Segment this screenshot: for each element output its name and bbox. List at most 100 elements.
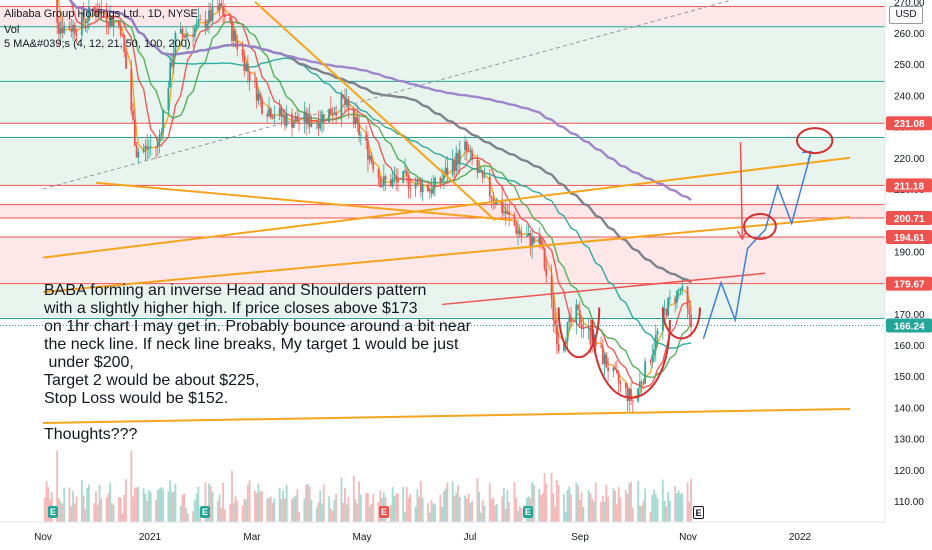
- volume-bar: [481, 500, 484, 522]
- volume-bar: [471, 500, 474, 522]
- volume-bar: [631, 507, 634, 522]
- candle-body: [377, 169, 380, 178]
- volume-bar: [98, 484, 101, 522]
- volume-bar: [107, 493, 110, 522]
- candle-body: [550, 275, 553, 299]
- candle-body: [96, 13, 99, 15]
- volume-bar: [345, 504, 348, 522]
- candle-body: [68, 25, 71, 30]
- volume-bar: [545, 483, 548, 522]
- candle-body: [527, 233, 530, 236]
- earnings-marker[interactable]: E: [523, 506, 533, 518]
- volume-bar: [171, 491, 173, 522]
- candle-body: [209, 10, 212, 21]
- candle-body: [206, 23, 209, 28]
- volume-bar: [245, 499, 247, 522]
- symbol-title: Alibaba Group Holdings Ltd., 1D, NYSE: [4, 8, 198, 20]
- candle-body: [229, 17, 232, 22]
- moving-averages: [57, 0, 692, 399]
- candle-body: [467, 150, 470, 152]
- candle-body: [644, 361, 647, 384]
- volume-bar: [614, 490, 617, 522]
- volume-bar: [259, 491, 262, 522]
- volume-bar: [676, 492, 678, 522]
- volume-bar: [284, 498, 286, 522]
- earnings-marker[interactable]: E: [379, 506, 389, 518]
- volume-bar: [389, 504, 392, 522]
- earnings-marker[interactable]: E: [200, 506, 210, 518]
- candle-body: [179, 28, 182, 34]
- volume-bar: [418, 496, 421, 522]
- volume-bar: [234, 496, 237, 522]
- volume-bar: [112, 505, 115, 522]
- horizontal-levels: [0, 5, 885, 327]
- candle-body: [430, 189, 433, 194]
- volume-bar: [358, 481, 360, 522]
- volume-bar: [397, 493, 399, 522]
- candle-body: [458, 150, 461, 165]
- candle-body: [515, 225, 518, 234]
- candle-body: [677, 289, 680, 291]
- candle-body: [322, 114, 325, 123]
- time-tick-label: Nov: [34, 532, 52, 543]
- volume-bar: [132, 496, 134, 522]
- volume-bar: [465, 498, 468, 522]
- volume-bar: [209, 486, 212, 522]
- candle-body: [628, 388, 631, 402]
- candle-body: [358, 122, 360, 136]
- earnings-marker-upcoming[interactable]: E: [693, 506, 704, 519]
- candle-body: [142, 148, 145, 153]
- volume-bar: [434, 504, 436, 522]
- candle-body: [587, 327, 590, 329]
- price-tag-label: 211.18: [894, 181, 924, 192]
- currency-button[interactable]: USD: [889, 6, 923, 24]
- time-tick-label: May: [353, 532, 372, 543]
- candle-body: [329, 108, 332, 115]
- volume-bar: [84, 509, 87, 522]
- candle-body: [273, 115, 276, 119]
- candle-body: [222, 5, 225, 15]
- volume-bar: [555, 480, 558, 522]
- candle-body: [545, 267, 548, 276]
- trendline: [42, 156, 851, 259]
- candle-body: [614, 367, 617, 370]
- candle-body: [335, 112, 338, 116]
- candle-body: [181, 28, 184, 36]
- candle-body: [119, 25, 122, 35]
- candle-body: [234, 30, 237, 42]
- volume-bar: [169, 480, 172, 522]
- volume-bar: [266, 498, 269, 522]
- pattern-outline: [661, 307, 701, 340]
- volume-bar: [137, 486, 140, 522]
- volume-bar: [331, 511, 334, 522]
- candle-body: [665, 309, 668, 316]
- target-oval: [796, 127, 834, 155]
- candle-body: [580, 324, 583, 329]
- volume-bar: [121, 513, 124, 522]
- volume-bar: [292, 497, 295, 522]
- candle-body: [529, 233, 532, 247]
- volume-bar: [315, 507, 318, 522]
- candle-body: [148, 147, 150, 150]
- volume-bar: [464, 495, 466, 522]
- candle-body: [236, 41, 239, 50]
- volume-bar: [688, 501, 691, 522]
- level-band: [0, 26, 885, 82]
- volume-bar: [183, 493, 186, 522]
- time-tick-label: Nov: [679, 532, 697, 543]
- volume-bar: [554, 506, 557, 522]
- volume-bar: [644, 488, 647, 522]
- volume-bar: [59, 501, 62, 522]
- candle-body: [146, 145, 149, 150]
- volume-bar: [402, 486, 405, 522]
- volume-bar: [148, 489, 150, 522]
- volume-bar: [531, 482, 534, 522]
- candle-body: [503, 211, 505, 213]
- volume-bar: [570, 494, 572, 522]
- earnings-marker[interactable]: E: [48, 506, 58, 518]
- volume-bar: [566, 490, 569, 522]
- candle-body: [340, 94, 343, 116]
- candle-body: [172, 53, 175, 67]
- volume-bar: [211, 491, 214, 522]
